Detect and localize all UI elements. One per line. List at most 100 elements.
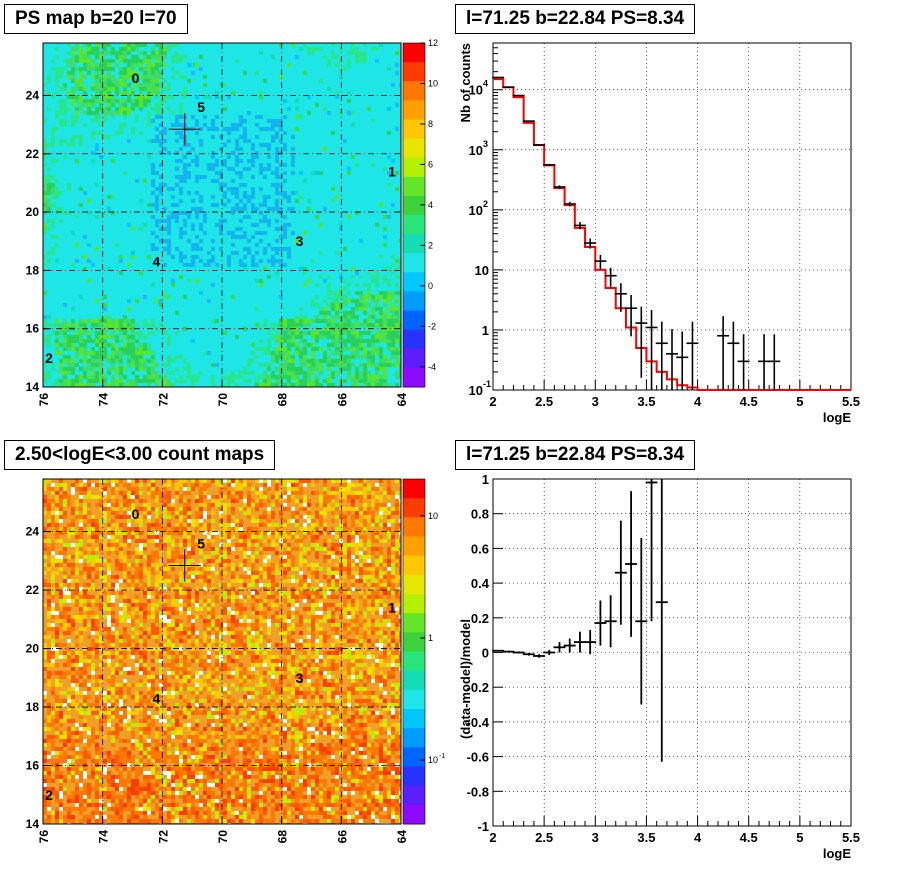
map-pixel [95,375,99,379]
map-pixel [67,583,71,587]
map-pixel [163,507,167,511]
map-pixel [387,511,391,515]
map-pixel [251,187,255,191]
map-pixel [59,551,63,555]
map-pixel [59,343,63,347]
map-pixel [387,591,391,595]
map-pixel [371,47,375,51]
map-pixel [323,607,327,611]
map-pixel [115,483,119,487]
map-pixel [359,639,363,643]
map-pixel [75,351,79,355]
map-pixel [83,511,87,515]
map-pixel [251,567,255,571]
map-pixel [335,323,339,327]
map-pixel [391,203,395,207]
map-pixel [115,111,119,115]
map-pixel [351,483,355,487]
map-pixel [251,191,255,195]
map-pixel [203,487,207,491]
map-pixel [75,243,79,247]
map-pixel [119,99,123,103]
map-pixel [343,615,347,619]
map-pixel [127,643,131,647]
map-pixel [131,63,135,67]
map-pixel [155,111,159,115]
map-pixel [159,111,163,115]
map-pixel [259,611,263,615]
map-pixel [83,575,87,579]
map-pixel [375,487,379,491]
map-pixel [139,227,143,231]
map-pixel [315,511,319,515]
map-pixel [51,483,55,487]
colorbar-segment [403,272,425,292]
map-pixel [139,131,143,135]
map-pixel [115,91,119,95]
map-pixel [87,519,91,523]
map-pixel [147,599,151,603]
map-pixel [363,307,367,311]
map-pixel [359,543,363,547]
map-pixel [131,363,135,367]
map-pixel [87,259,91,263]
map-pixel [383,311,387,315]
map-pixel [59,359,63,363]
map-pixel [359,299,363,303]
map-pixel [51,223,55,227]
map-pixel [331,55,335,59]
map-pixel [139,567,143,571]
map-pixel [107,335,111,339]
map-pixel [203,555,207,559]
map-pixel [263,203,267,207]
map-pixel [215,159,219,163]
map-pixel [139,623,143,627]
map-pixel [267,207,271,211]
map-pixel [395,71,399,75]
map-pixel [143,347,147,351]
map-pixel [275,615,279,619]
map-pixel [131,487,135,491]
map-pixel [235,603,239,607]
map-pixel [251,583,255,587]
map-pixel [395,491,399,495]
map-pixel [43,587,47,591]
map-pixel [83,503,87,507]
map-pixel [367,371,371,375]
map-pixel [395,355,399,359]
map-pixel [51,499,55,503]
map-pixel [235,59,239,63]
map-pixel [311,591,315,595]
map-pixel [387,215,391,219]
map-pixel [83,487,87,491]
map-pixel [239,147,243,151]
map-pixel [131,71,135,75]
map-pixel [251,499,255,503]
map-pixel [55,347,59,351]
map-pixel [195,635,199,639]
map-pixel [127,479,131,483]
map-pixel [55,603,59,607]
map-pixel [59,559,63,563]
map-pixel [143,319,147,323]
map-pixel [107,383,111,387]
map-pixel [123,331,127,335]
map-pixel [331,591,335,595]
map-pixel [55,611,59,615]
map-pixel [159,163,163,167]
map-pixel [379,607,383,611]
map-pixel [347,539,351,543]
map-pixel [315,547,319,551]
map-pixel [227,619,231,623]
map-pixel [371,599,375,603]
map-pixel [371,119,375,123]
map-pixel [203,575,207,579]
map-pixel [115,379,119,383]
map-pixel [263,611,267,615]
map-pixel [55,91,59,95]
map-pixel [323,615,327,619]
map-pixel [375,319,379,323]
map-pixel [279,379,283,383]
map-pixel [51,571,55,575]
map-pixel [207,515,211,519]
